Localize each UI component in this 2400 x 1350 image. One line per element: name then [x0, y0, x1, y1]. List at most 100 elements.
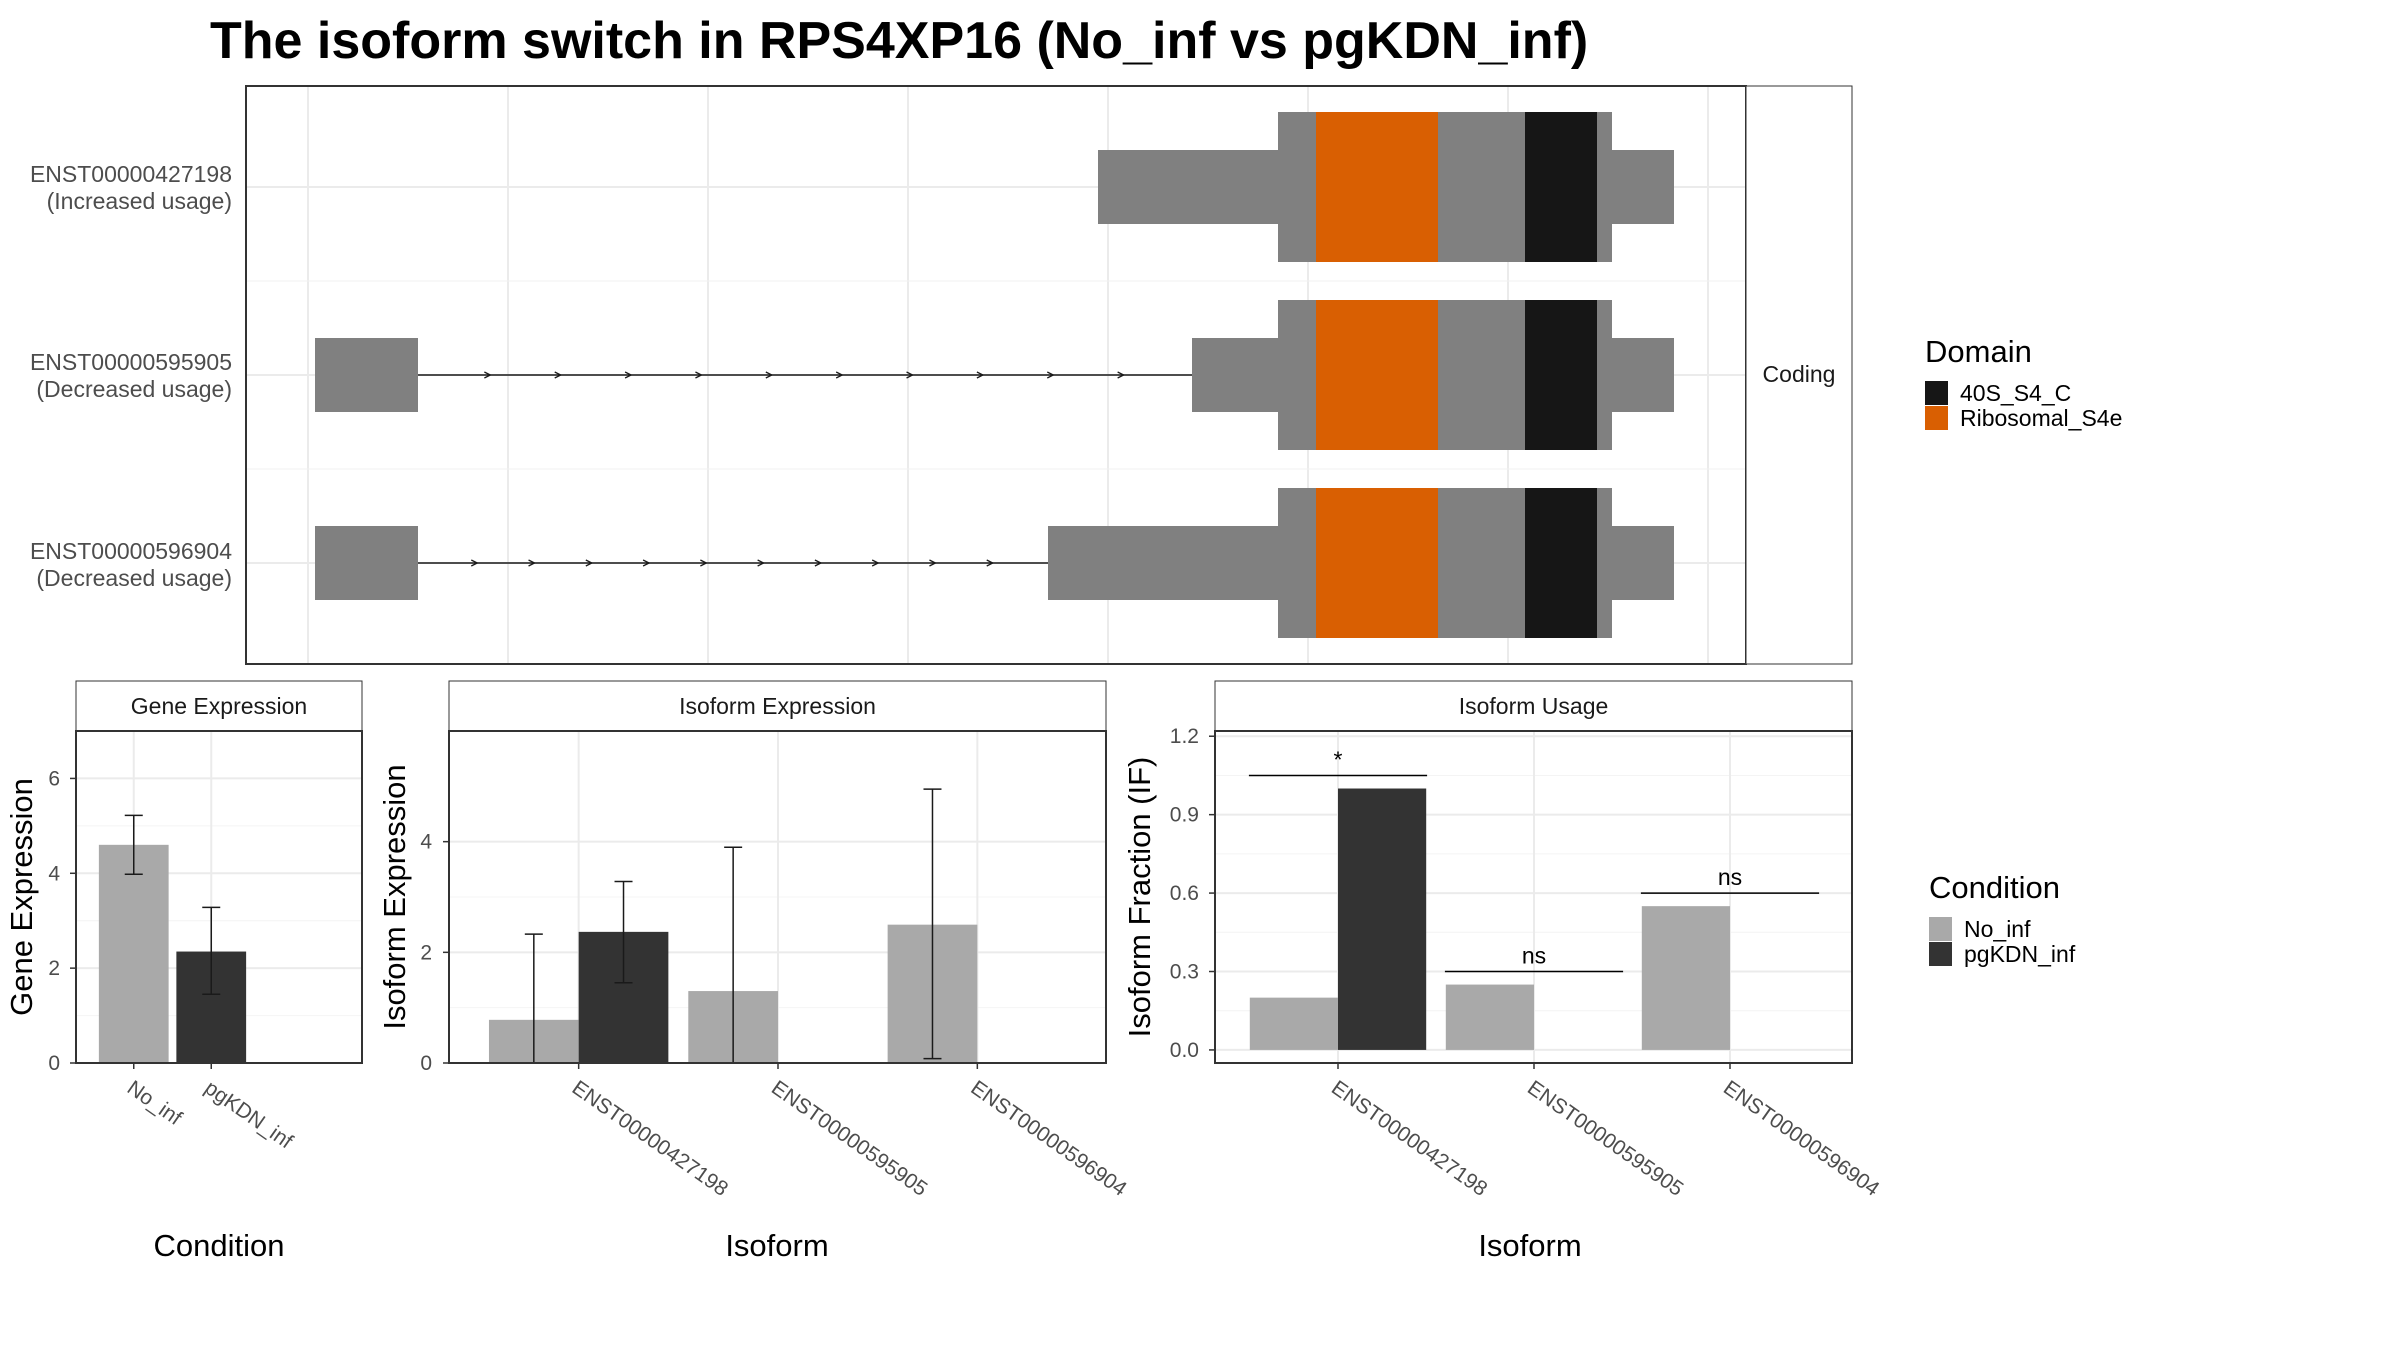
bar: [1445, 984, 1534, 1050]
intron-direction-arrow: [986, 559, 995, 567]
y-tick-label: 0: [420, 1052, 432, 1075]
condition-legend-label: No_inf: [1964, 916, 2031, 942]
domain-legend-label: Ribosomal_S4e: [1960, 405, 2122, 431]
intron-direction-arrow: [585, 559, 594, 567]
panel-border: [75, 730, 363, 1064]
utr-exon: [1098, 150, 1278, 224]
domain-legend-label: 40S_S4_C: [1960, 380, 2071, 406]
bar-chart-panels: Gene Expression 0 2 4 6 No_inf pgKDN_inf Condit…: [4, 680, 1884, 1263]
transcript-structure: [315, 488, 1674, 638]
panel-strip-label: Isoform Usage: [1459, 693, 1609, 719]
intron-direction-arrow: [871, 559, 880, 567]
bar: [1338, 788, 1427, 1050]
bar-panel-isoform-expression: Isoform Expression 0 2 4 ENST00000427198 ENST…: [377, 680, 1131, 1263]
transcript-structures: [315, 112, 1674, 638]
panel-strip: [448, 680, 1107, 732]
domain-Ribosomal_S4e: [1316, 112, 1438, 262]
x-tick-label: ENST00000595905: [767, 1076, 931, 1201]
utr-exon: [315, 526, 418, 600]
intron-direction-arrow: [757, 559, 766, 567]
domain-Ribosomal_S4e: [1316, 488, 1438, 638]
intron-direction-arrow: [642, 559, 651, 567]
bar: [1249, 997, 1338, 1050]
intron-direction-arrow: [765, 371, 774, 379]
intron-direction-arrow: [929, 559, 937, 567]
significance-label: ns: [1522, 943, 1546, 969]
domain-40S_S4_C: [1525, 112, 1597, 262]
y-tick-label: 2: [420, 941, 432, 964]
y-tick-label: 4: [420, 831, 432, 854]
isoform-label-usage: (Decreased usage): [36, 565, 232, 591]
bar: [1641, 906, 1730, 1050]
y-tick-label: 1.2: [1170, 725, 1199, 748]
y-tick-label: 6: [48, 767, 60, 790]
panel-strip: [1214, 680, 1853, 732]
intron-direction-arrow: [470, 559, 479, 567]
significance-label: ns: [1718, 864, 1742, 890]
utr-exon: [315, 338, 418, 412]
significance-label: *: [1334, 746, 1343, 772]
isoform-label-id: ENST00000595905: [30, 349, 232, 375]
condition-legend: Condition No_inf pgKDN_inf: [1929, 870, 2076, 967]
transcript-panel: Coding ENST00000427198 (Increased usage)…: [30, 85, 1853, 665]
intron-direction-arrow: [528, 559, 536, 567]
domain-Ribosomal_S4e: [1316, 300, 1438, 450]
x-axis-title: Isoform: [725, 1228, 828, 1263]
y-tick-label: 0.0: [1170, 1039, 1199, 1062]
y-tick-label: 2: [48, 957, 60, 980]
isoform-label-id: ENST00000427198: [30, 161, 232, 187]
bar-panel-isoform-usage: Isoform Usage 0.0 0.3 0.6 0.9 1.2 * ns ns ENST000…: [1122, 680, 1884, 1263]
panel-strip-label: Gene Expression: [131, 693, 307, 719]
utr-exon: [1192, 338, 1278, 412]
x-tick-label: pgKDN_inf: [200, 1076, 297, 1153]
condition-legend-title: Condition: [1929, 870, 2060, 905]
x-tick-label: ENST00000596904: [1719, 1076, 1884, 1201]
y-tick-label: 0: [48, 1052, 60, 1075]
x-axis-title: Condition: [154, 1228, 285, 1263]
condition-legend-key-pgKDN_inf: [1929, 942, 1952, 966]
domain-40S_S4_C: [1525, 300, 1597, 450]
panel-strip-label: Isoform Expression: [679, 693, 876, 719]
utr-exon: [1612, 150, 1674, 224]
x-tick-label: ENST00000595905: [1523, 1076, 1687, 1201]
y-axis-title: Isoform Expression: [377, 764, 412, 1029]
intron-direction-arrow: [695, 371, 703, 379]
isoform-label-id: ENST00000596904: [30, 538, 232, 564]
intron-direction-arrow: [624, 371, 633, 379]
x-axis-title: Isoform: [1478, 1228, 1581, 1263]
x-tick-label: No_inf: [123, 1076, 186, 1130]
y-axis-title: Isoform Fraction (IF): [1122, 757, 1157, 1038]
bar: [98, 844, 169, 1063]
domain-legend: Domain 40S_S4_C Ribosomal_S4e: [1925, 334, 2122, 431]
x-tick-label: ENST00000596904: [966, 1076, 1131, 1201]
figure-title: The isoform switch in RPS4XP16 (No_inf v…: [210, 12, 1588, 70]
intron-direction-arrow: [554, 371, 563, 379]
intron-direction-arrow: [835, 371, 844, 379]
utr-exon: [1612, 526, 1674, 600]
domain-legend-title: Domain: [1925, 334, 2032, 369]
x-tick-label: ENST00000427198: [568, 1076, 732, 1201]
isoform-label-usage: (Decreased usage): [36, 376, 232, 402]
y-tick-label: 0.6: [1170, 882, 1199, 905]
intron-direction-arrow: [814, 559, 823, 567]
utr-exon: [1048, 526, 1278, 600]
isoform-label-usage: (Increased usage): [47, 188, 232, 214]
intron-direction-arrow: [484, 371, 492, 379]
y-axis-title: Gene Expression: [4, 778, 39, 1016]
coding-strip: [1745, 85, 1853, 665]
domain-legend-key-Ribosomal_S4e: [1925, 406, 1948, 430]
condition-legend-label: pgKDN_inf: [1964, 941, 2076, 967]
utr-exon: [1612, 338, 1674, 412]
coding-strip-label: Coding: [1763, 361, 1836, 387]
intron-direction-arrow: [700, 559, 708, 567]
transcript-structure: [315, 300, 1674, 450]
y-tick-label: 0.9: [1170, 804, 1199, 827]
intron-direction-arrow: [906, 371, 914, 379]
domain-40S_S4_C: [1525, 488, 1597, 638]
y-tick-label: 4: [48, 862, 60, 885]
transcript-structure: [1098, 112, 1674, 262]
x-tick-label: ENST00000427198: [1327, 1076, 1491, 1201]
y-tick-label: 0.3: [1170, 961, 1199, 984]
domain-legend-key-40S_S4_C: [1925, 381, 1948, 405]
